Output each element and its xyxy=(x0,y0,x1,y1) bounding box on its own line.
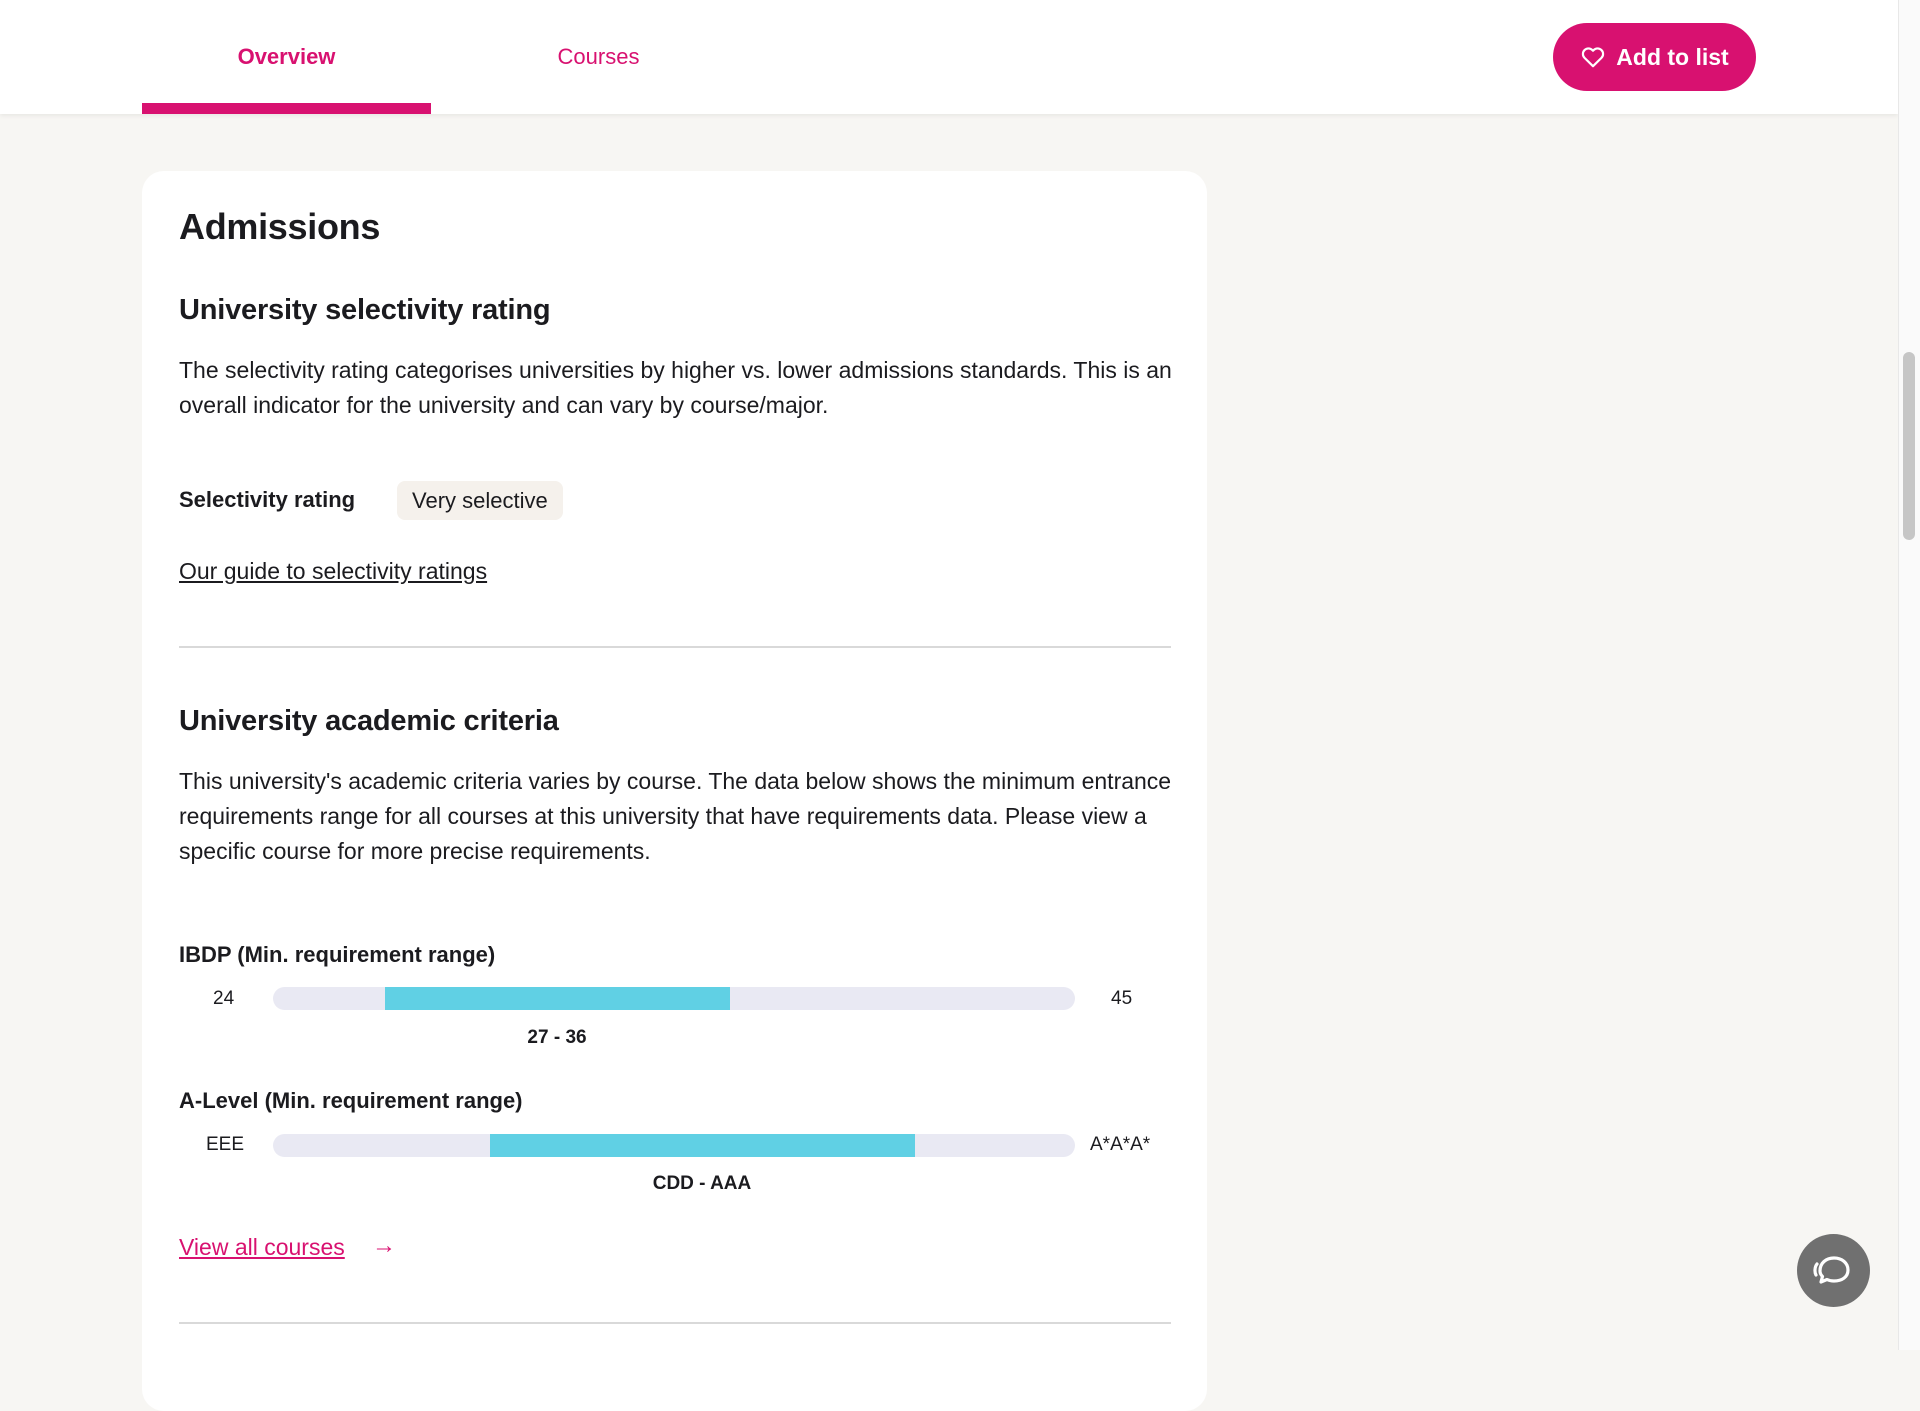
active-tab-indicator xyxy=(142,103,431,114)
ibdp-range-value: 27 - 36 xyxy=(527,1027,587,1048)
scrollbar-thumb[interactable] xyxy=(1903,352,1915,540)
academic-criteria-description: This university's academic criteria vari… xyxy=(179,768,1172,864)
heart-icon xyxy=(1582,47,1605,68)
ibdp-range-title: IBDP (Min. requirement range) xyxy=(179,942,496,967)
tab-courses[interactable]: Courses xyxy=(557,44,640,69)
alevel-range-track xyxy=(273,1134,1075,1157)
selectivity-description: The selectivity rating categorises unive… xyxy=(179,357,1172,418)
alevel-range-fill xyxy=(489,1134,915,1157)
admissions-title: Admissions xyxy=(179,206,381,247)
section-divider xyxy=(179,1322,1171,1324)
alevel-range-value: CDD - AAA xyxy=(652,1173,752,1194)
ibdp-range-min: 24 xyxy=(213,988,235,1009)
selectivity-rating-badge: Very selective xyxy=(397,481,563,520)
admissions-card xyxy=(142,171,1207,1411)
chat-icon xyxy=(1812,1255,1850,1284)
academic-criteria-heading: University academic criteria xyxy=(179,705,559,737)
add-to-list-label: Add to list xyxy=(1616,43,1729,70)
ibdp-range-max: 45 xyxy=(1111,988,1133,1009)
ibdp-range-track xyxy=(273,987,1075,1010)
arrow-right-icon[interactable]: → xyxy=(372,1232,396,1259)
alevel-range-max: A*A*A* xyxy=(1090,1134,1151,1155)
alevel-range-title: A-Level (Min. requirement range) xyxy=(179,1088,523,1113)
alevel-range-min: EEE xyxy=(206,1134,245,1155)
section-divider xyxy=(179,646,1171,648)
selectivity-heading: University selectivity rating xyxy=(179,294,551,326)
chat-button[interactable] xyxy=(1797,1234,1870,1307)
add-to-list-button[interactable]: Add to list xyxy=(1553,23,1756,91)
view-all-courses-link[interactable]: View all courses xyxy=(179,1234,345,1260)
selectivity-rating-label: Selectivity rating xyxy=(179,487,356,512)
ibdp-range-fill xyxy=(385,987,731,1010)
selectivity-guide-link[interactable]: Our guide to selectivity ratings xyxy=(179,558,488,584)
scrollbar-track[interactable] xyxy=(1898,0,1920,1350)
tab-overview[interactable]: Overview xyxy=(237,44,336,69)
top-nav-bar: Overview Courses Add to list xyxy=(0,0,1898,114)
